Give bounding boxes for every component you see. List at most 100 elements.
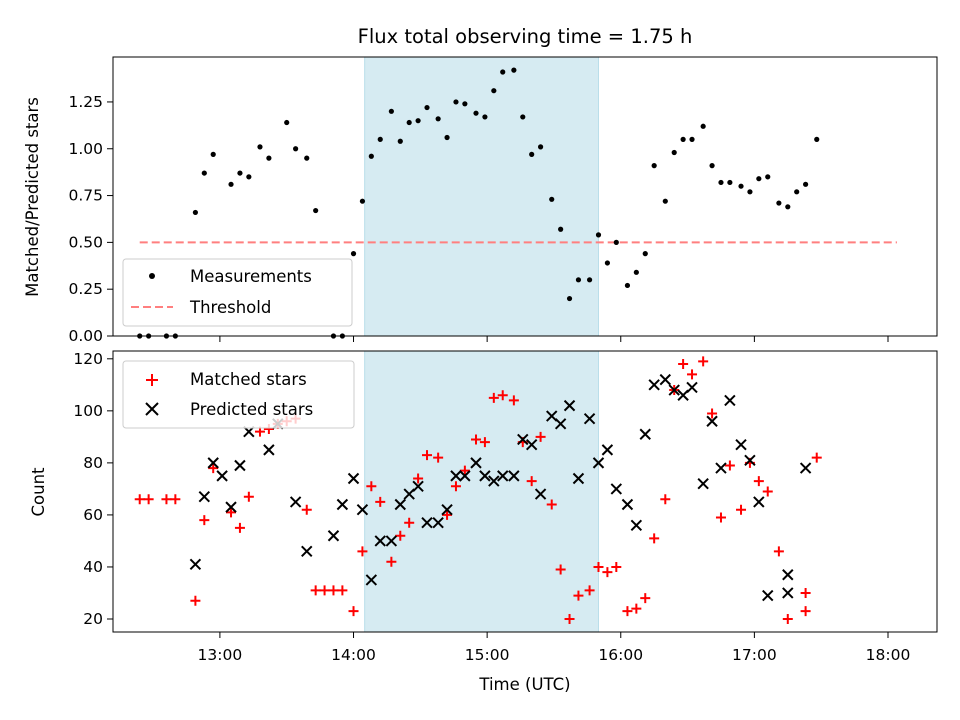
predicted-point	[554, 418, 567, 430]
matched-point	[508, 395, 519, 406]
top-span	[364, 56, 599, 337]
measurement-point	[500, 69, 506, 75]
y-tick-label: 0.50	[68, 233, 103, 251]
measurement-point	[192, 209, 198, 216]
measurement-point	[586, 277, 593, 283]
y-tick-label: 100	[73, 402, 103, 420]
predicted-point	[432, 517, 444, 529]
measurement-point	[604, 260, 611, 266]
matched-point	[450, 481, 461, 492]
bottom-panel: 20 40 60 80 100 120 13:00 14:00 15:00 16:00 17:00…	[29, 350, 938, 694]
matched-point	[753, 476, 764, 487]
matched-point	[800, 587, 811, 598]
matched-point	[471, 434, 482, 445]
measurement-point	[785, 204, 791, 210]
y-tick-label: 120	[73, 350, 103, 368]
x-tick-label: 15:00	[465, 646, 510, 664]
measurement-point	[803, 181, 809, 187]
measurement-point	[313, 207, 319, 214]
top-legend-box	[122, 258, 353, 327]
matched-point	[573, 590, 584, 601]
legend-label-threshold: Threshold	[189, 298, 271, 317]
measurement-point	[435, 116, 441, 122]
bottom-span	[364, 350, 599, 633]
predicted-point	[289, 496, 302, 508]
matched-point	[319, 585, 330, 596]
measurement-point	[482, 114, 488, 120]
matched-point	[660, 494, 671, 505]
y-tick-label: 0.25	[68, 280, 103, 298]
measurement-point	[201, 170, 207, 176]
matched-point	[622, 606, 633, 617]
measurement-point	[237, 170, 243, 176]
measurement-point	[566, 295, 573, 302]
legend-marker-predicted	[145, 402, 159, 416]
measurement-point	[671, 149, 677, 156]
legend-label-matched: Matched stars	[190, 370, 307, 389]
measurement-point	[613, 239, 619, 245]
matched-point	[773, 546, 784, 557]
predicted-point	[735, 438, 747, 451]
predicted-point	[668, 384, 680, 396]
predicted-point	[799, 462, 812, 474]
predicted-point	[459, 470, 471, 482]
predicted-stars-points	[189, 373, 812, 602]
measurement-point	[377, 136, 383, 142]
matched-point	[433, 452, 444, 463]
matched-point	[800, 606, 811, 617]
measurement-point	[424, 104, 430, 111]
matched-point	[715, 512, 726, 523]
measurement-point	[765, 174, 771, 180]
bottom-xlabel: Time (UTC)	[478, 675, 570, 694]
predicted-point	[610, 483, 623, 495]
predicted-point	[347, 472, 360, 485]
matched-point	[707, 408, 718, 419]
measurement-point	[520, 114, 526, 120]
x-tick-label: 17:00	[732, 646, 777, 664]
measurement-point	[709, 163, 715, 169]
bottom-legend: Matched stars Predicted stars	[122, 360, 355, 429]
chart-title: Flux total observing time = 1.75 h	[358, 25, 693, 48]
matched-point	[593, 561, 604, 572]
matched-point	[234, 522, 245, 533]
measurement-point	[680, 136, 686, 142]
matched-point	[199, 515, 210, 526]
legend-marker-matched	[146, 374, 158, 386]
matched-point	[724, 460, 735, 471]
measurement-point	[689, 136, 695, 142]
top-x-ticks	[219, 336, 889, 342]
predicted-point	[207, 457, 219, 469]
matched-point	[497, 390, 508, 401]
predicted-point	[450, 470, 462, 482]
predicted-point	[225, 501, 237, 513]
matched-point	[328, 585, 339, 596]
measurement-point	[415, 118, 421, 124]
predicted-point	[715, 462, 727, 474]
measurement-point	[359, 198, 366, 204]
bottom-y-axis: 20 40 60 80 100 120	[73, 350, 113, 628]
matched-point	[555, 564, 566, 575]
matched-point	[161, 494, 172, 505]
matched-point	[226, 507, 237, 518]
y-tick-label: 0.75	[68, 187, 103, 205]
predicted-point	[412, 480, 424, 493]
bottom-ylabel: Count	[29, 467, 48, 517]
measurement-point	[453, 99, 459, 105]
predicted-point	[356, 504, 369, 516]
predicted-point	[421, 517, 433, 529]
predicted-point	[234, 459, 246, 472]
top-plot-frame	[112, 56, 938, 337]
matched-point	[649, 533, 660, 544]
matched-point	[395, 530, 406, 541]
measurement-point	[794, 189, 800, 195]
measurement-point	[511, 67, 517, 73]
x-tick-label: 16:00	[598, 646, 643, 664]
x-tick-label: 14:00	[331, 646, 376, 664]
matched-point	[134, 494, 145, 505]
measurement-point	[776, 200, 782, 206]
predicted-point	[583, 412, 596, 425]
matched-point	[584, 585, 595, 596]
top-legend: Measurements Threshold	[122, 258, 353, 327]
measurement-point	[257, 144, 263, 150]
matched-point	[535, 431, 546, 442]
